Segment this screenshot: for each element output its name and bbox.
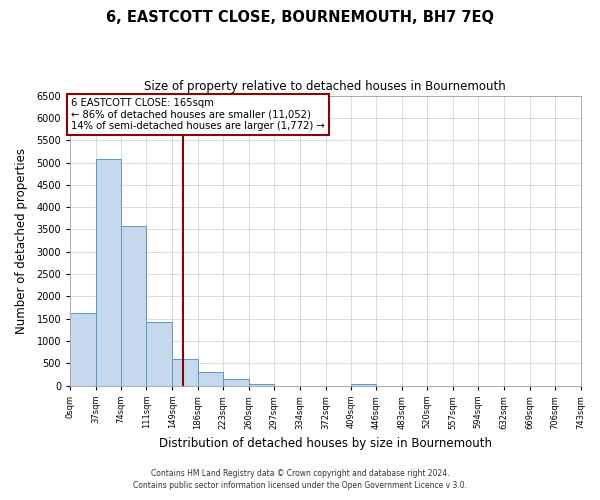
Text: 6, EASTCOTT CLOSE, BOURNEMOUTH, BH7 7EQ: 6, EASTCOTT CLOSE, BOURNEMOUTH, BH7 7EQ — [106, 10, 494, 25]
Text: 6 EASTCOTT CLOSE: 165sqm
← 86% of detached houses are smaller (11,052)
14% of se: 6 EASTCOTT CLOSE: 165sqm ← 86% of detach… — [71, 98, 325, 131]
Bar — [223, 380, 249, 386]
Bar — [249, 384, 274, 386]
Title: Size of property relative to detached houses in Bournemouth: Size of property relative to detached ho… — [145, 80, 506, 93]
Y-axis label: Number of detached properties: Number of detached properties — [15, 148, 28, 334]
Bar — [198, 372, 223, 386]
Text: Contains HM Land Registry data © Crown copyright and database right 2024.
Contai: Contains HM Land Registry data © Crown c… — [133, 468, 467, 490]
Bar — [172, 360, 198, 386]
Bar — [121, 226, 146, 386]
Bar — [351, 384, 376, 386]
Bar — [95, 159, 121, 386]
X-axis label: Distribution of detached houses by size in Bournemouth: Distribution of detached houses by size … — [159, 437, 492, 450]
Bar — [70, 313, 95, 386]
Bar — [146, 322, 172, 386]
